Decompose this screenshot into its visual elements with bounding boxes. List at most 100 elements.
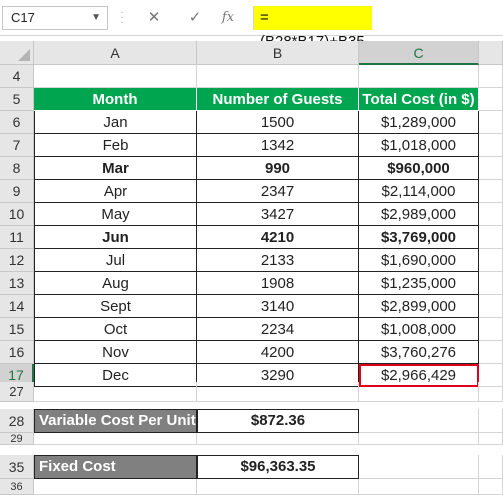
guests-cell[interactable]: 2347 [197, 180, 359, 203]
guests-cell[interactable]: 1500 [197, 111, 359, 134]
column-header-d[interactable] [479, 41, 503, 65]
total-cost-cell[interactable]: $960,000 [359, 157, 479, 180]
row-header[interactable]: 11 [0, 226, 34, 249]
cell[interactable] [479, 111, 503, 134]
cell[interactable] [479, 134, 503, 157]
variable-cost-label[interactable]: Variable Cost Per Unit [34, 409, 197, 433]
month-cell[interactable]: May [34, 203, 197, 226]
month-cell[interactable]: Apr [34, 180, 197, 203]
cell[interactable] [34, 382, 197, 402]
total-cost-column-header[interactable]: Total Cost (in $) [359, 88, 479, 111]
cell[interactable] [479, 318, 503, 341]
cell[interactable] [197, 433, 359, 445]
cell[interactable] [359, 409, 479, 433]
cell[interactable] [359, 65, 479, 88]
row-header[interactable]: 16 [0, 341, 34, 364]
cell[interactable] [479, 272, 503, 295]
row-header[interactable]: 13 [0, 272, 34, 295]
row-header[interactable]: 12 [0, 249, 34, 272]
cell[interactable] [479, 479, 503, 495]
cell[interactable] [479, 455, 503, 479]
cell[interactable] [479, 203, 503, 226]
total-cost-cell[interactable]: $3,760,276 [359, 341, 479, 364]
cell[interactable] [359, 479, 479, 495]
row-header[interactable]: 10 [0, 203, 34, 226]
total-cost-cell[interactable]: $2,114,000 [359, 180, 479, 203]
row-header[interactable]: 8 [0, 157, 34, 180]
month-cell[interactable]: Mar [34, 157, 197, 180]
row-header[interactable]: 27 [0, 382, 34, 402]
variable-cost-value[interactable]: $872.36 [197, 409, 359, 433]
cell[interactable] [479, 295, 503, 318]
guests-cell[interactable]: 4200 [197, 341, 359, 364]
column-header-a[interactable]: A [34, 41, 197, 65]
cell[interactable] [479, 65, 503, 88]
cell[interactable] [479, 249, 503, 272]
row-header[interactable]: 4 [0, 65, 34, 88]
cell[interactable] [479, 382, 503, 402]
cell[interactable] [34, 65, 197, 88]
cell[interactable] [359, 382, 479, 402]
month-cell[interactable]: Jan [34, 111, 197, 134]
fixed-cost-value[interactable]: $96,363.35 [197, 455, 359, 479]
formula-input-area[interactable] [253, 6, 503, 30]
month-cell[interactable]: Feb [34, 134, 197, 157]
guests-cell[interactable]: 990 [197, 157, 359, 180]
column-header-b[interactable]: B [197, 41, 359, 65]
column-header-c[interactable]: C [359, 41, 479, 65]
row-header[interactable]: 5 [0, 88, 34, 111]
total-cost-cell[interactable]: $3,769,000 [359, 226, 479, 249]
cell[interactable] [359, 433, 479, 445]
cancel-icon[interactable]: ✕ [147, 9, 161, 26]
guests-cell[interactable]: 1908 [197, 272, 359, 295]
cell[interactable] [34, 479, 197, 495]
guests-cell[interactable]: 2234 [197, 318, 359, 341]
name-box-dropdown-icon[interactable]: ▼ [91, 12, 101, 23]
cell[interactable] [479, 88, 503, 111]
guests-column-header[interactable]: Number of Guests [197, 88, 359, 111]
cell[interactable] [479, 157, 503, 180]
month-cell[interactable]: Jul [34, 249, 197, 272]
cell[interactable] [34, 433, 197, 445]
month-column-header[interactable]: Month [34, 88, 197, 111]
cell[interactable] [479, 433, 503, 445]
total-cost-cell[interactable]: $1,008,000 [359, 318, 479, 341]
row-header[interactable]: 9 [0, 180, 34, 203]
total-cost-cell[interactable]: $1,235,000 [359, 272, 479, 295]
row-header[interactable]: 36 [0, 479, 34, 495]
month-cell[interactable]: Nov [34, 341, 197, 364]
fixed-cost-label[interactable]: Fixed Cost [34, 455, 197, 479]
month-cell[interactable]: Sept [34, 295, 197, 318]
cell[interactable] [197, 65, 359, 88]
enter-icon[interactable]: ✓ [188, 9, 202, 26]
row-header[interactable]: 28 [0, 409, 34, 433]
guests-cell[interactable]: 1342 [197, 134, 359, 157]
cell[interactable] [479, 180, 503, 203]
guests-cell[interactable]: 3290 [197, 364, 359, 387]
total-cost-cell[interactable]: $2,899,000 [359, 295, 479, 318]
month-cell[interactable]: Aug [34, 272, 197, 295]
cell[interactable] [197, 382, 359, 402]
total-cost-cell[interactable]: $1,289,000 [359, 111, 479, 134]
formula-bar-grip-icon[interactable]: · · · [120, 7, 124, 28]
row-header[interactable]: 35 [0, 455, 34, 479]
guests-cell[interactable]: 3140 [197, 295, 359, 318]
cell[interactable] [479, 226, 503, 249]
month-cell[interactable]: Jun [34, 226, 197, 249]
row-header[interactable]: 15 [0, 318, 34, 341]
active-cell[interactable]: $2,966,429 [359, 364, 479, 387]
cell[interactable] [359, 455, 479, 479]
cell[interactable] [479, 409, 503, 433]
insert-function-icon[interactable]: fx [221, 10, 235, 25]
guests-cell[interactable]: 4210 [197, 226, 359, 249]
total-cost-cell[interactable]: $1,690,000 [359, 249, 479, 272]
month-cell[interactable]: Dec [34, 364, 197, 387]
cell[interactable] [479, 341, 503, 364]
formula-input[interactable]: =(B28*B17)+B35 [254, 6, 372, 50]
cell[interactable] [197, 479, 359, 495]
guests-cell[interactable]: 3427 [197, 203, 359, 226]
row-header[interactable]: 6 [0, 111, 34, 134]
row-header[interactable]: 29 [0, 433, 34, 445]
row-header[interactable]: 7 [0, 134, 34, 157]
select-all-corner[interactable] [0, 41, 34, 65]
